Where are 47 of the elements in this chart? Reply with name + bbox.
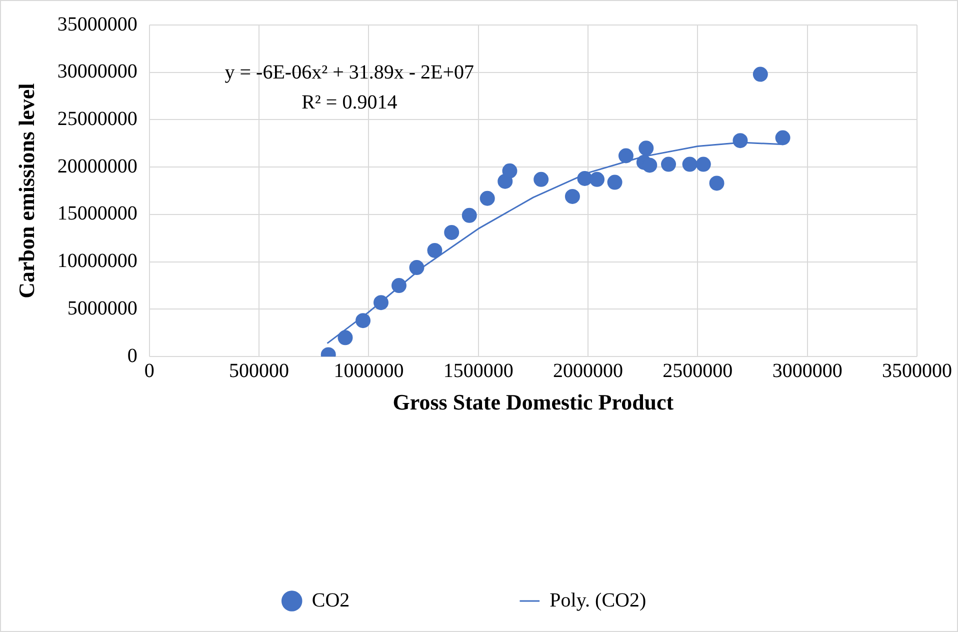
point (373, 295, 388, 310)
point (409, 260, 424, 276)
point (696, 156, 711, 172)
x-tick-label: 3500000 (882, 360, 952, 382)
x-tick-label: 0 (144, 360, 154, 382)
legend-label: Poly. (CO2) (550, 589, 646, 612)
point (590, 172, 605, 187)
point (356, 313, 371, 328)
point (427, 242, 442, 258)
point (462, 208, 477, 223)
y-tick-label: 5000000 (67, 297, 138, 320)
point (775, 130, 790, 146)
point (642, 158, 658, 173)
x-tick-label: 2000000 (553, 360, 624, 382)
x-tick-label: 1000000 (334, 360, 404, 382)
y-tick-label: 35000000 (57, 13, 138, 36)
y-tick-label: 30000000 (57, 60, 138, 83)
y-tick-label: 10000000 (57, 250, 138, 272)
annotation: y = -6E-06x² + 31.89x - 2E+07 (224, 61, 474, 84)
x-tick-label: 2500000 (662, 360, 733, 382)
point (391, 278, 406, 294)
legend-label: CO2 (312, 589, 350, 612)
y-tick-label: 0 (127, 344, 138, 367)
point (564, 188, 580, 204)
point (480, 190, 495, 206)
x-tick-label: 3000000 (772, 360, 842, 382)
y-tick-label: 20000000 (57, 155, 138, 178)
x-axis-title: Gross State Domestic Product (392, 389, 674, 414)
point (607, 174, 622, 190)
y-tick-label: 25000000 (57, 108, 138, 130)
point (732, 133, 748, 148)
x-tick-label: 1500000 (443, 360, 514, 382)
x-tick-label: 500000 (229, 360, 290, 382)
point (577, 170, 592, 186)
point (502, 163, 518, 178)
annotation: R² = 0.9014 (302, 91, 398, 114)
point (534, 172, 549, 187)
point (618, 148, 634, 164)
point (709, 176, 724, 191)
y-axis-title: Carbon emissions level (14, 83, 39, 298)
point (638, 140, 654, 156)
point (682, 156, 698, 172)
point (752, 66, 768, 82)
y-tick-label: 15000000 (57, 202, 138, 225)
point (661, 156, 676, 172)
point (338, 330, 353, 346)
point (444, 224, 460, 240)
